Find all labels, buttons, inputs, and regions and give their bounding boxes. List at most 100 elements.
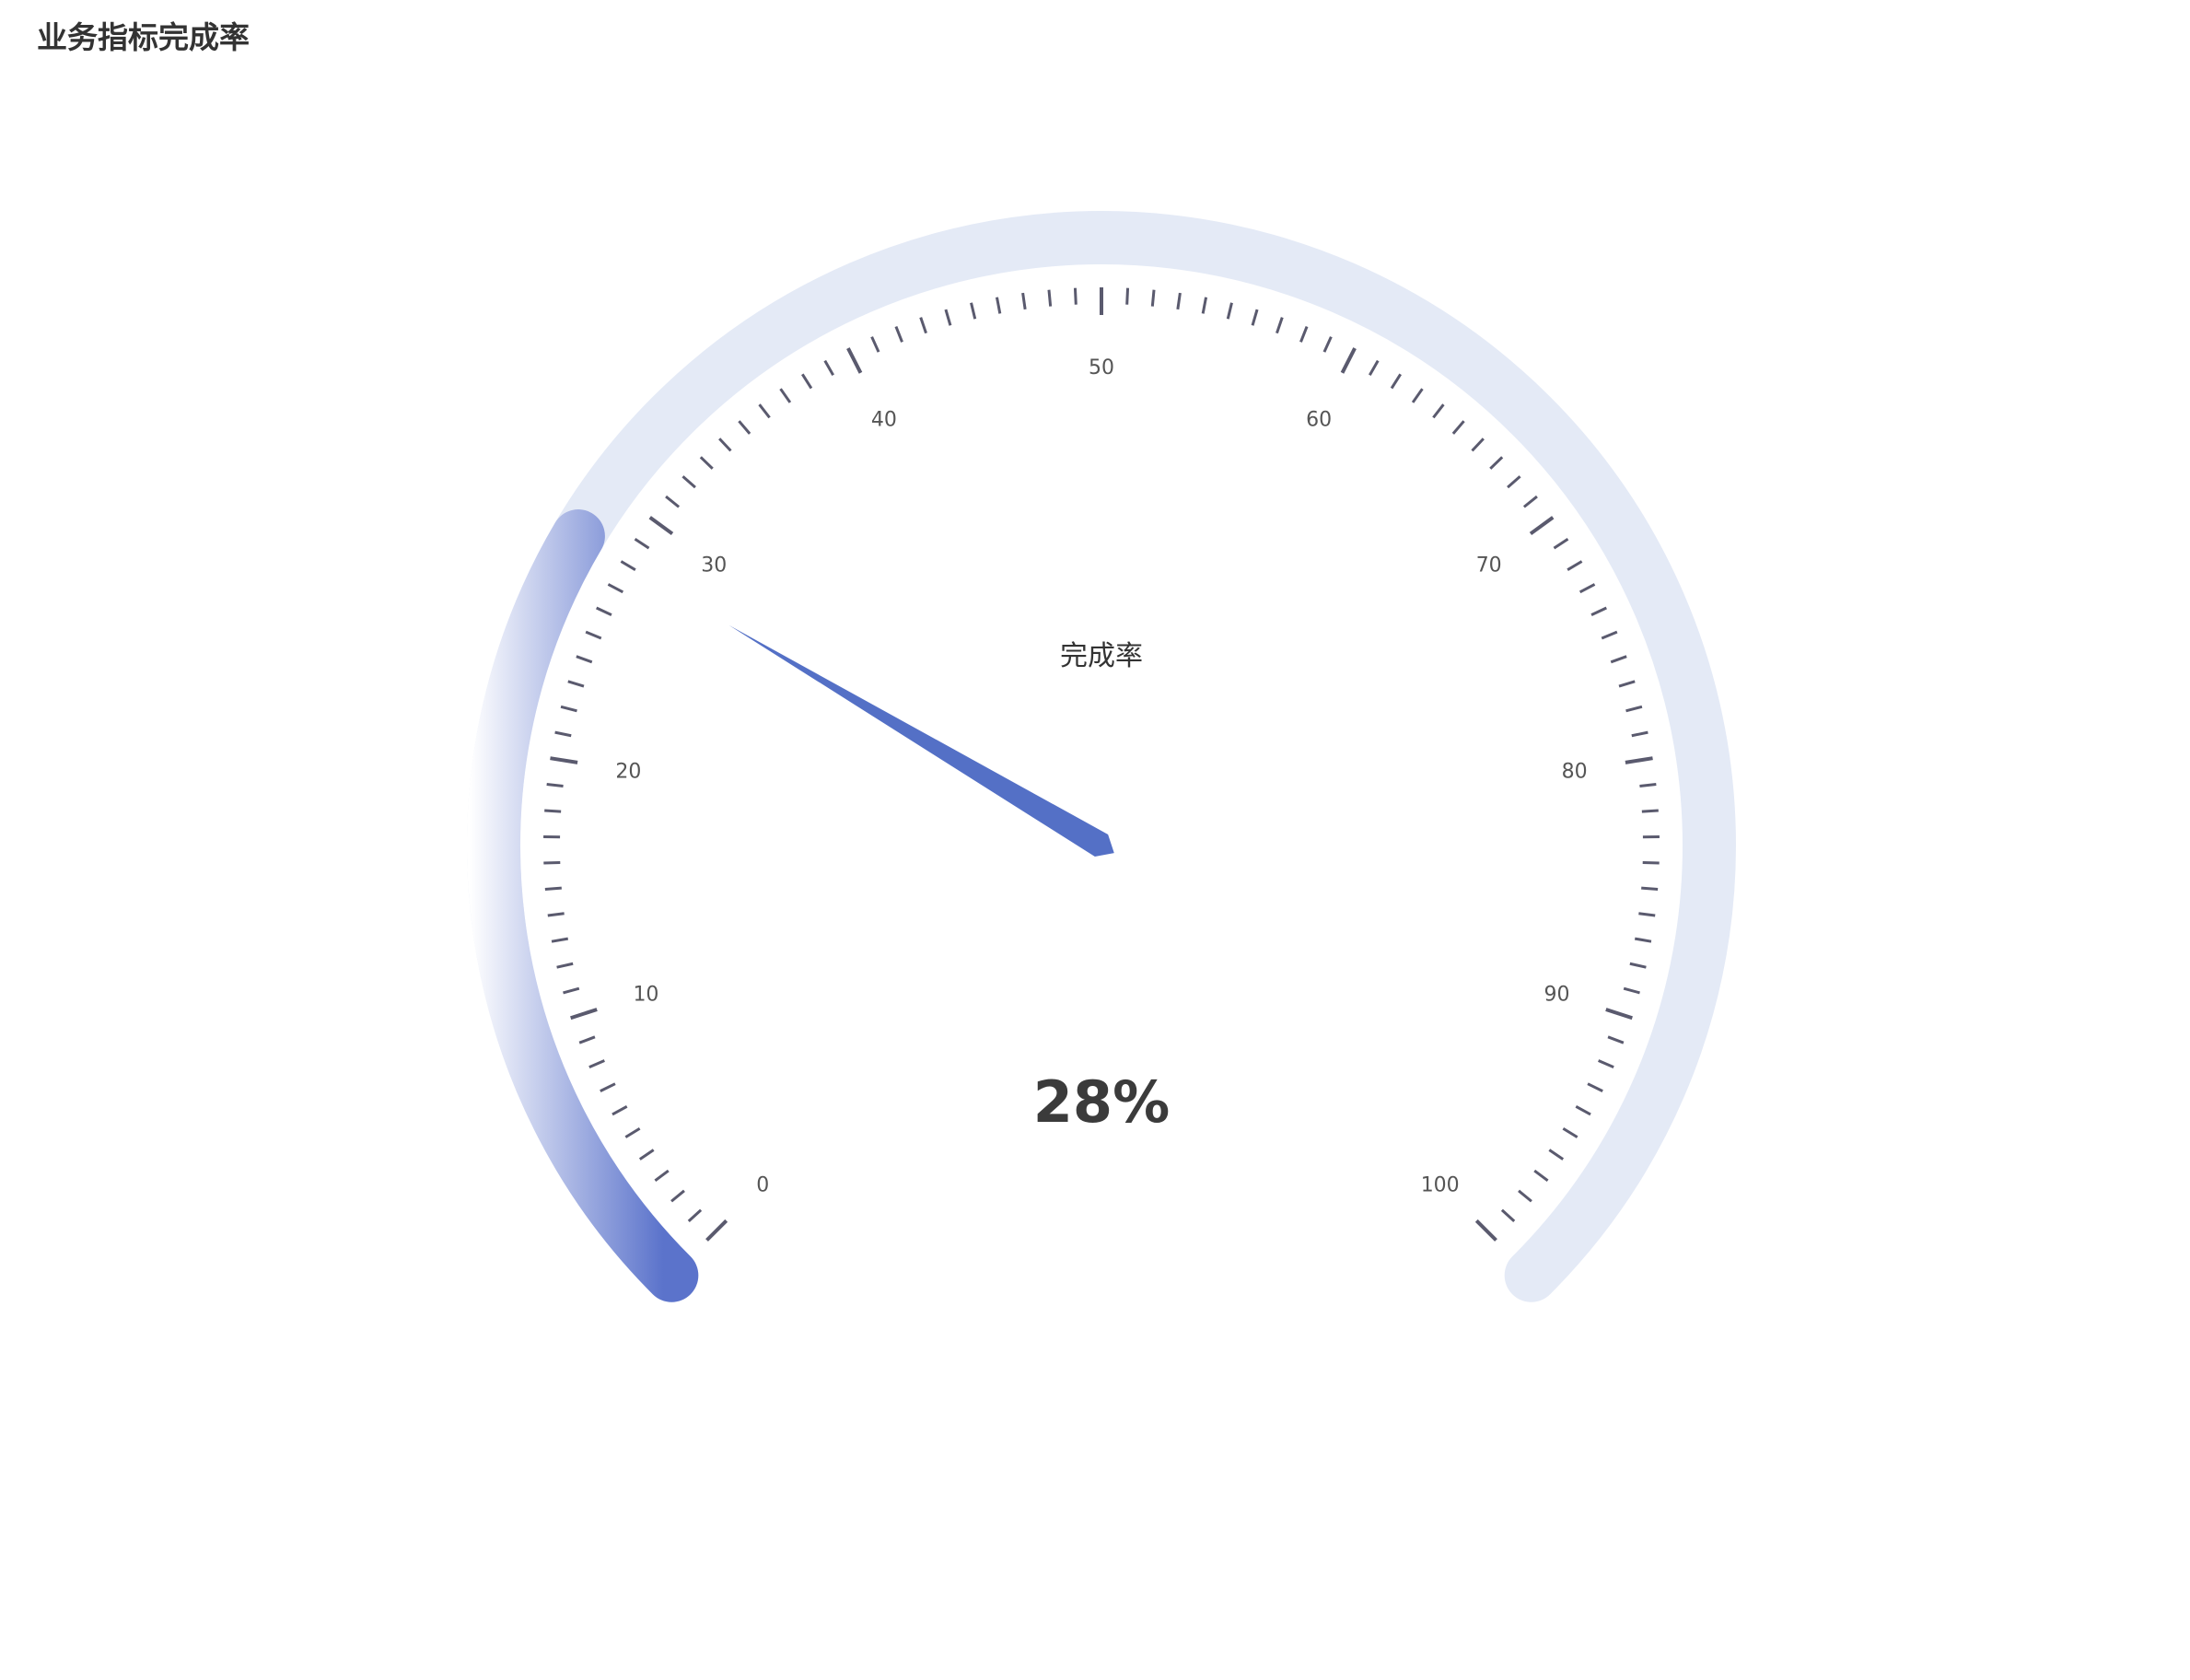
minor-tick: [620, 560, 636, 571]
gauge-pointer: [728, 624, 1114, 858]
tick-label: 100: [1421, 1174, 1460, 1197]
minor-tick: [1451, 420, 1465, 435]
minor-tick: [576, 655, 593, 664]
minor-tick: [1601, 630, 1618, 640]
minor-tick: [1322, 336, 1333, 353]
minor-tick: [718, 438, 732, 452]
minor-tick: [1471, 438, 1485, 452]
minor-tick: [1047, 289, 1053, 307]
minor-tick: [1578, 583, 1596, 594]
major-tick: [1529, 516, 1555, 536]
minor-tick: [1489, 456, 1504, 470]
minor-tick: [1562, 1126, 1578, 1138]
minor-tick: [944, 309, 952, 326]
minor-tick: [585, 630, 602, 640]
minor-tick: [1623, 986, 1640, 995]
minor-tick: [1634, 937, 1652, 943]
minor-tick: [624, 1126, 641, 1138]
gauge-value-label: 28%: [1033, 1068, 1170, 1136]
minor-tick: [1150, 289, 1156, 307]
minor-tick: [1522, 495, 1538, 508]
minor-tick: [634, 538, 650, 550]
minor-tick: [1587, 1082, 1603, 1092]
minor-tick: [1625, 705, 1643, 713]
minor-tick: [699, 456, 714, 470]
minor-tick: [551, 937, 569, 943]
minor-tick: [779, 388, 792, 403]
tick-label: 70: [1476, 554, 1502, 577]
major-tick: [1625, 756, 1653, 764]
gauge-series-name: 完成率: [1060, 640, 1143, 672]
gauge-tick-labels: 0 10 20 30 40 50 60 70 80 90 100: [615, 356, 1587, 1197]
major-tick: [1474, 1219, 1497, 1242]
minor-tick: [1507, 475, 1521, 489]
minor-tick: [801, 373, 813, 390]
major-tick: [550, 756, 578, 764]
minor-tick: [1533, 1169, 1549, 1183]
minor-tick: [1631, 730, 1648, 738]
tick-label: 80: [1562, 761, 1588, 784]
minor-tick: [546, 783, 564, 788]
minor-tick: [556, 962, 574, 969]
tick-label: 90: [1544, 984, 1570, 1007]
minor-tick: [543, 860, 561, 865]
minor-tick: [560, 705, 577, 713]
minor-tick: [1073, 287, 1078, 305]
minor-tick: [995, 297, 1002, 314]
minor-tick: [1639, 783, 1657, 788]
gauge-progress-bar: [467, 509, 699, 1302]
minor-tick: [1432, 403, 1445, 419]
major-tick: [648, 516, 674, 536]
tick-label: 10: [633, 984, 658, 1007]
gauge-ticks: [543, 287, 1660, 1242]
minor-tick: [1369, 359, 1380, 376]
minor-tick: [578, 1035, 596, 1044]
minor-tick: [654, 1169, 670, 1183]
minor-tick: [1021, 292, 1027, 310]
minor-tick: [670, 1189, 685, 1203]
minor-tick: [1251, 309, 1259, 326]
minor-tick: [1590, 606, 1607, 616]
minor-tick: [1201, 297, 1208, 314]
minor-tick: [681, 475, 696, 489]
tick-label: 50: [1089, 356, 1114, 379]
minor-tick: [1548, 1149, 1565, 1161]
major-tick: [1340, 347, 1357, 374]
minor-tick: [563, 986, 580, 995]
minor-tick: [665, 495, 681, 508]
minor-tick: [1638, 912, 1656, 917]
tick-label: 20: [615, 761, 641, 784]
minor-tick: [638, 1149, 655, 1161]
tick-label: 60: [1306, 409, 1332, 432]
minor-tick: [1276, 317, 1284, 334]
minor-tick: [1176, 292, 1182, 310]
minor-tick: [1610, 655, 1627, 664]
minor-tick: [758, 403, 771, 419]
major-tick: [570, 1008, 598, 1021]
minor-tick: [1299, 326, 1309, 343]
minor-tick: [544, 886, 562, 892]
tick-label: 40: [871, 409, 897, 432]
minor-tick: [1642, 860, 1660, 865]
minor-tick: [596, 606, 612, 616]
tick-label: 0: [756, 1174, 769, 1197]
minor-tick: [567, 680, 585, 688]
minor-tick: [970, 302, 977, 320]
minor-tick: [1411, 388, 1424, 403]
minor-tick: [687, 1208, 703, 1222]
minor-tick: [1226, 302, 1233, 320]
minor-tick: [1125, 287, 1130, 305]
minor-tick: [547, 912, 565, 917]
minor-tick: [607, 583, 624, 594]
minor-tick: [894, 326, 903, 343]
minor-tick: [612, 1104, 628, 1116]
minor-tick: [1641, 886, 1659, 892]
minor-tick: [1553, 538, 1569, 550]
minor-tick: [870, 336, 880, 353]
minor-tick: [588, 1059, 605, 1069]
minor-tick: [1567, 560, 1583, 571]
minor-tick: [1607, 1035, 1625, 1044]
page-title: 业务指标完成率: [37, 19, 250, 55]
minor-tick: [1598, 1059, 1614, 1069]
